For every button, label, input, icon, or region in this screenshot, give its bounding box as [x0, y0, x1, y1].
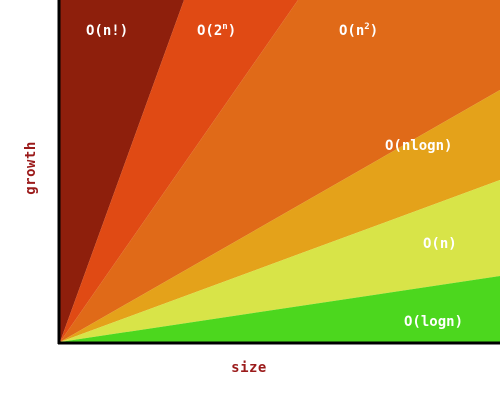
y-axis-label: growth: [23, 141, 39, 195]
label-logarithmic: O(logn): [404, 314, 463, 330]
region-logarithmic: [60, 276, 500, 342]
region-quadratic: [60, 0, 500, 342]
label-linearithmic: O(nlogn): [385, 138, 452, 154]
label-factorial: O(n!): [86, 23, 128, 39]
region-linearithmic: [60, 90, 500, 342]
label-quadratic: O(n2): [339, 22, 378, 39]
region-linear: [60, 180, 500, 342]
label-exponential: O(2n): [197, 22, 236, 39]
x-axis-label: size: [231, 360, 267, 376]
label-linear: O(n): [423, 236, 457, 252]
